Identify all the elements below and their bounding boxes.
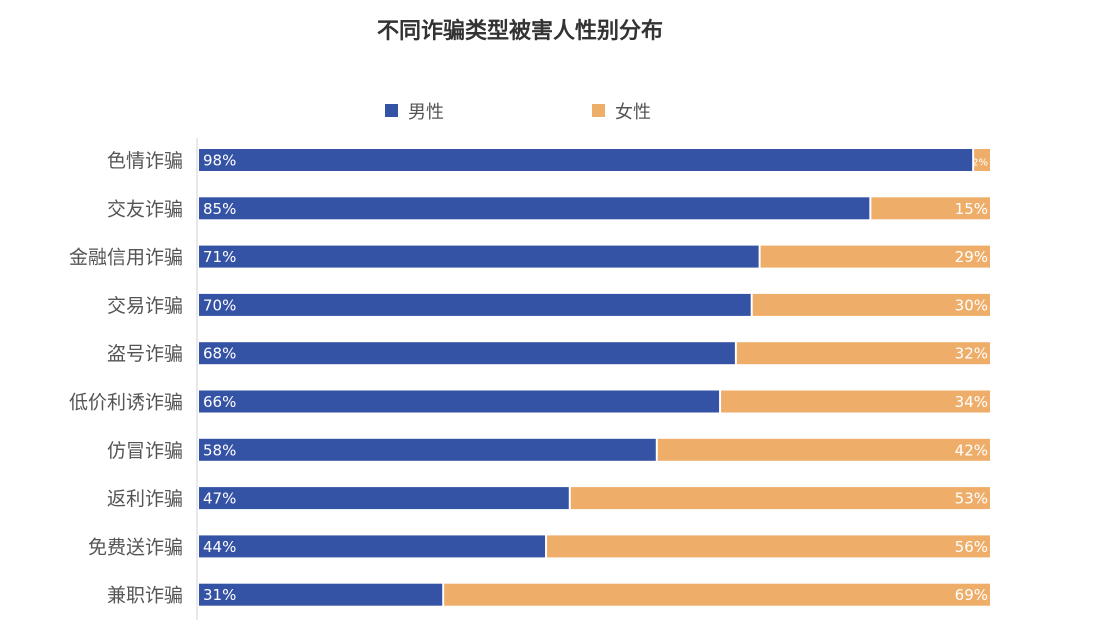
bar-male: [199, 535, 546, 558]
bar-female: [444, 583, 991, 606]
bar-label-male: 85%: [203, 200, 236, 218]
bar-female: [871, 197, 990, 220]
bar-label-female: 56%: [955, 538, 988, 556]
category-labels: 色情诈骗交友诈骗金融信用诈骗交易诈骗盗号诈骗低价利诱诈骗仿冒诈骗返利诈骗免费送诈…: [69, 150, 183, 607]
category-label: 金融信用诈骗: [69, 247, 183, 269]
bar-label-female: 2%: [972, 158, 988, 169]
legend-swatch-female: [592, 104, 605, 117]
legend: 男性 女性: [385, 102, 651, 123]
bar-label-female: 42%: [955, 441, 988, 459]
bar-female: [657, 438, 990, 461]
bar-male: [199, 342, 735, 365]
bar-male: [199, 487, 569, 510]
bar-label-male: 98%: [203, 152, 236, 170]
bar-label-male: 47%: [203, 490, 236, 508]
bar-male: [199, 390, 720, 413]
bar-male: [199, 149, 973, 171]
bar-female: [752, 293, 990, 316]
bar-label-female: 15%: [955, 200, 988, 218]
bar-female: [974, 149, 990, 171]
bar-female: [760, 245, 990, 268]
bar-label-male: 31%: [203, 586, 236, 604]
bar-label-female: 29%: [955, 248, 988, 266]
bar-female: [736, 342, 990, 365]
bar-male: [199, 197, 870, 220]
legend-label-female: 女性: [615, 102, 651, 123]
bar-label-male: 68%: [203, 345, 236, 363]
category-label: 交易诈骗: [107, 295, 183, 317]
bar-male: [199, 245, 759, 268]
bar-label-male: 44%: [203, 538, 236, 556]
bar-label-female: 69%: [955, 586, 988, 604]
bar-label-male: 70%: [203, 296, 236, 314]
category-label: 返利诈骗: [107, 488, 183, 510]
category-label: 色情诈骗: [107, 150, 183, 172]
bar-label-female: 32%: [955, 345, 988, 363]
category-label: 低价利诱诈骗: [69, 392, 183, 414]
category-label: 盗号诈骗: [107, 343, 183, 365]
category-label: 交友诈骗: [107, 198, 183, 220]
bars: [199, 149, 991, 606]
bar-female: [721, 390, 990, 413]
chart-title: 不同诈骗类型被害人性别分布: [377, 18, 663, 44]
category-label: 免费送诈骗: [88, 536, 183, 558]
bar-label-male: 66%: [203, 393, 236, 411]
bar-label-male: 58%: [203, 441, 236, 459]
bar-value-labels: 98% 2% 85% 15% 71% 29% 70% 30% 68% 32% 66% 34% 58% 42…: [203, 152, 988, 605]
bar-male: [199, 293, 751, 316]
bar-label-female: 53%: [955, 490, 988, 508]
category-label: 兼职诈骗: [107, 585, 183, 607]
bar-label-male: 71%: [203, 248, 236, 266]
bar-label-female: 34%: [955, 393, 988, 411]
bar-male: [199, 438, 656, 461]
legend-label-male: 男性: [408, 102, 444, 123]
bar-male: [199, 583, 443, 606]
bar-female: [570, 487, 990, 510]
bar-female: [547, 535, 990, 558]
bar-label-female: 30%: [955, 296, 988, 314]
legend-swatch-male: [385, 104, 398, 117]
category-label: 仿冒诈骗: [107, 440, 183, 462]
